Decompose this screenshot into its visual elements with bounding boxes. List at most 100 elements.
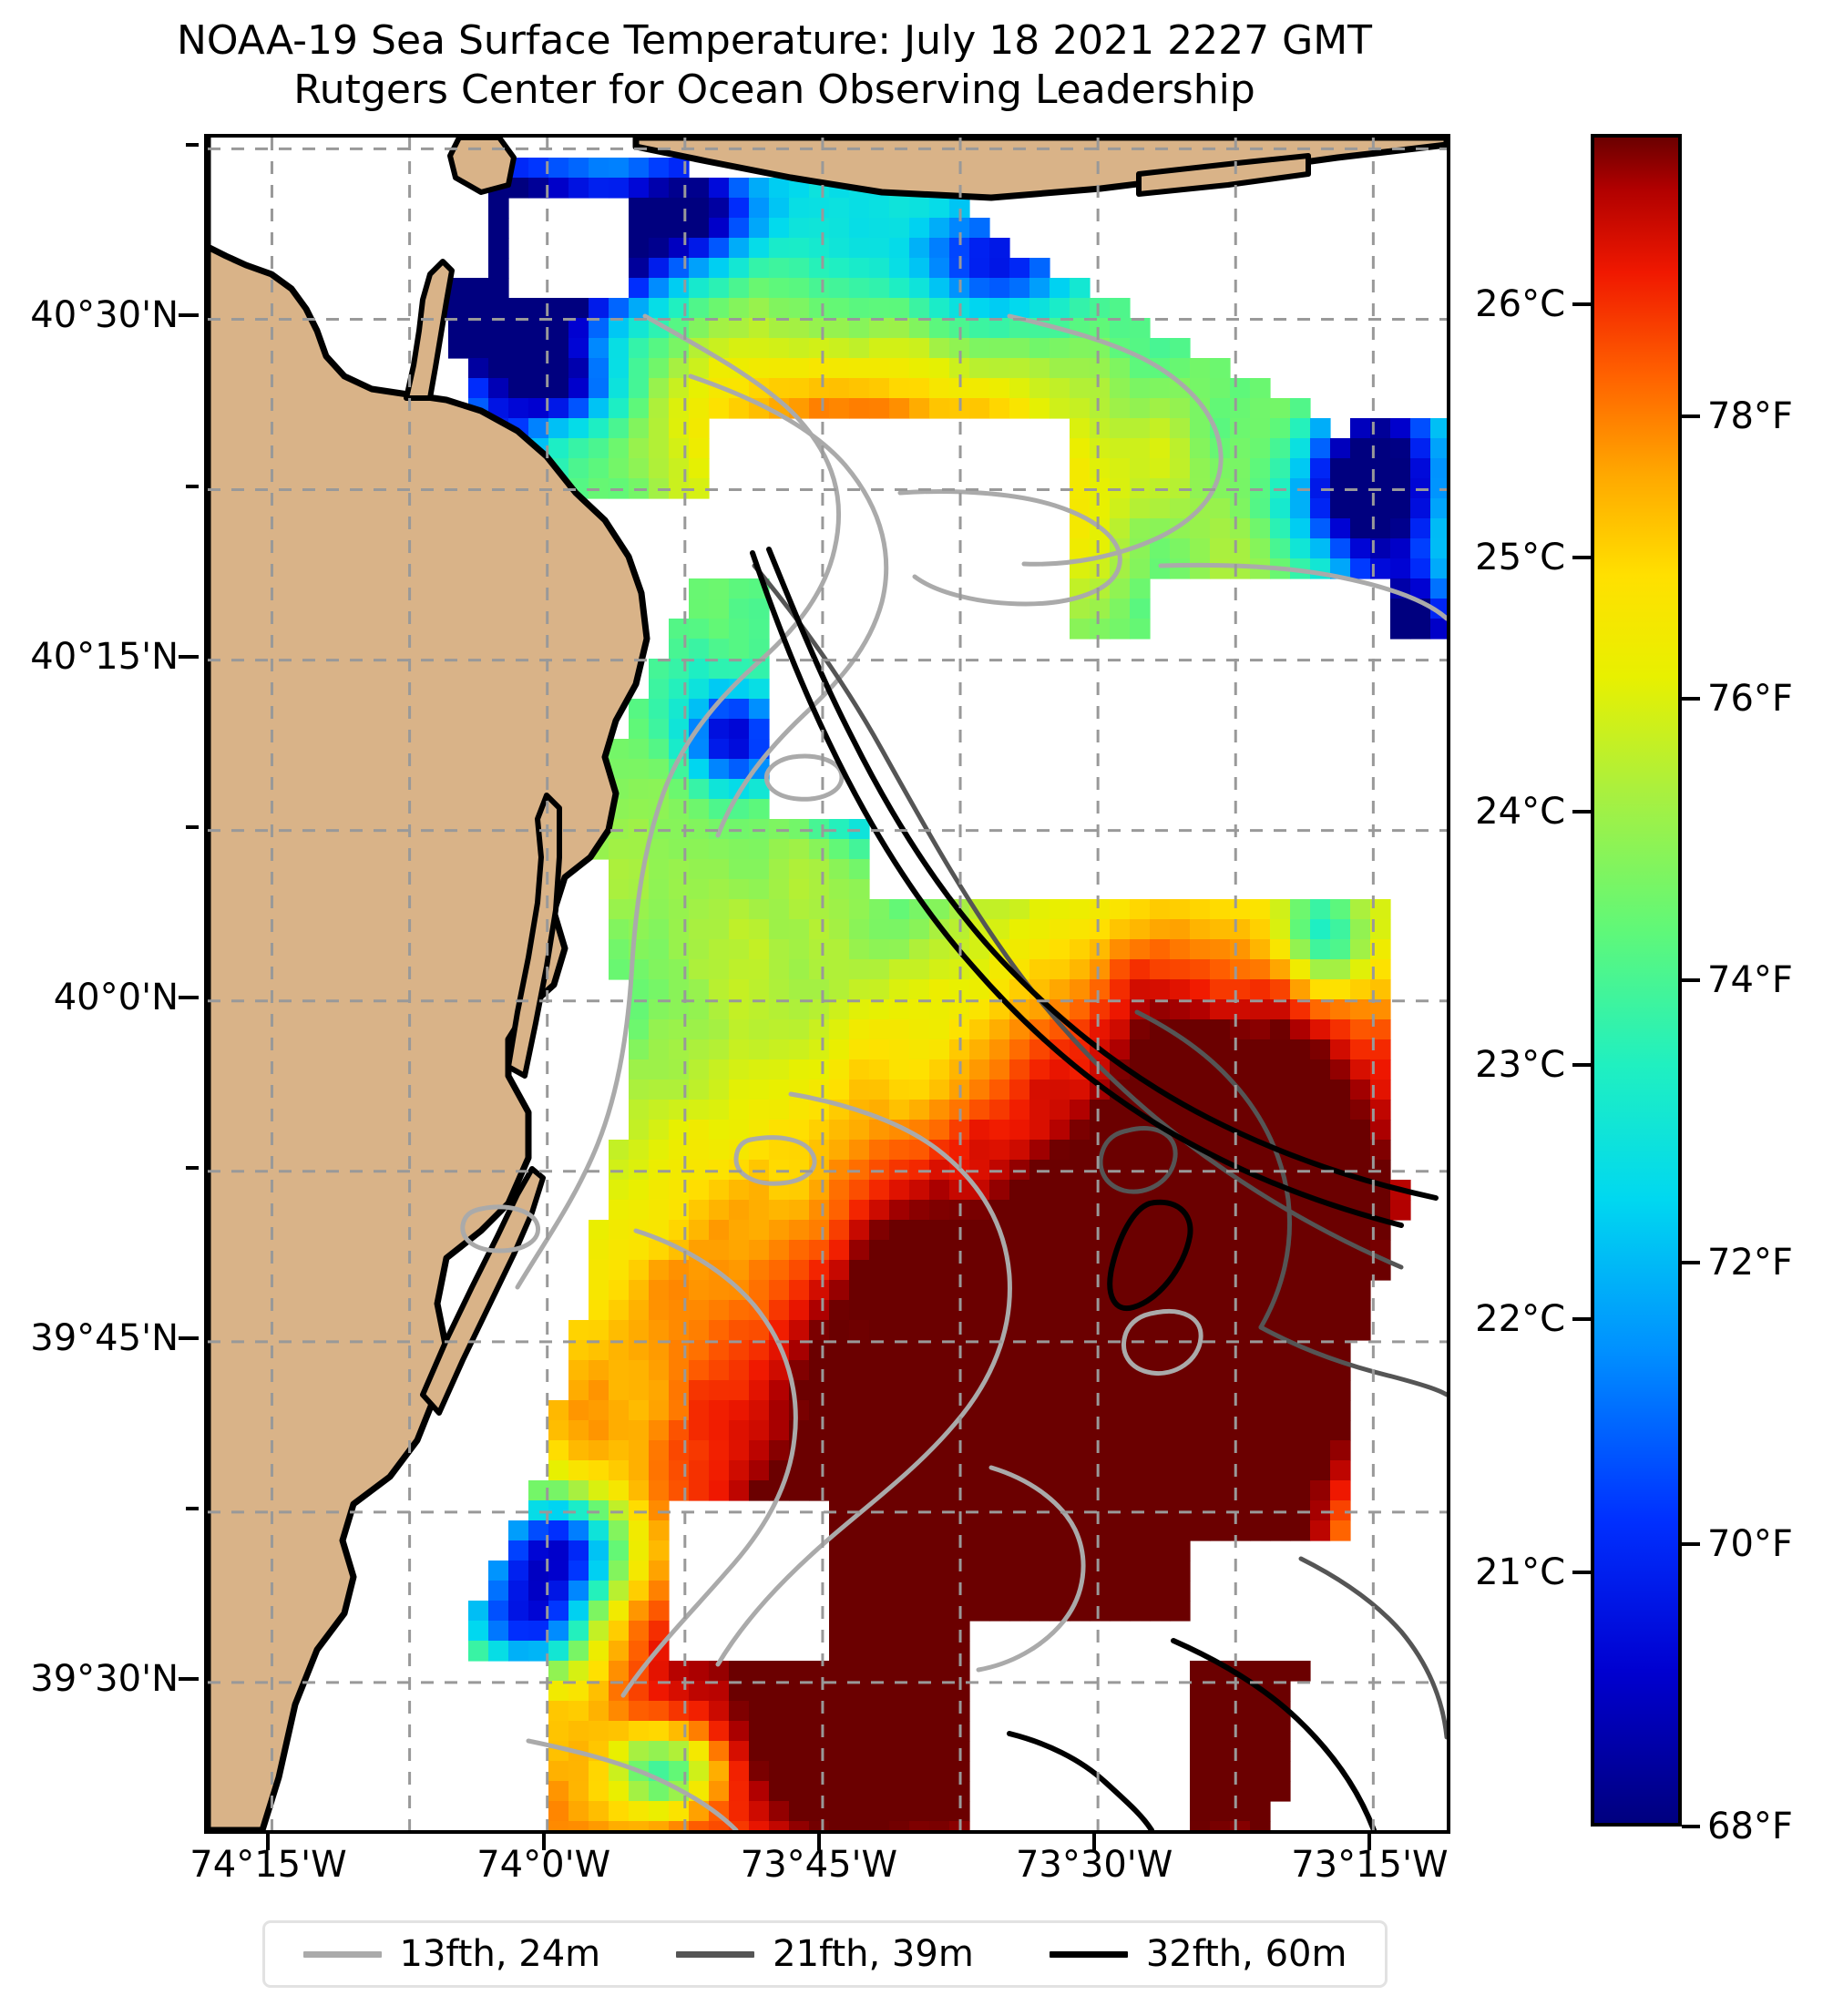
colorbar-tick-celsius (1572, 1063, 1591, 1068)
bathymetry-legend: 13fth, 24m 21fth, 39m 32fth, 60m (262, 1920, 1388, 1988)
latitude-minor-tick (186, 824, 199, 829)
legend-entry: 21fth, 39m (676, 1933, 974, 1975)
latitude-tick (179, 995, 199, 999)
contour-13fth-24m-island4 (763, 753, 845, 802)
colorbar-label-fahrenheit: 70°F (1707, 1523, 1793, 1566)
latitude-axis: 40°30'N 40°15'N 40°0'N 39°45'N 39°30'N (0, 0, 199, 2016)
colorbar-label-celsius: 23°C (1475, 1044, 1565, 1087)
colorbar-gradient (1594, 138, 1678, 1823)
land-barrier-island-south (420, 1166, 546, 1416)
contour-13fth-24m-g (620, 1228, 798, 1698)
colorbar-label-celsius: 25°C (1475, 537, 1565, 579)
latitude-tick (179, 1676, 199, 1681)
land-sandy-hook (404, 259, 455, 401)
legend-entry: 13fth, 24m (302, 1933, 601, 1975)
colorbar-tick-celsius (1572, 809, 1591, 814)
legend-label: 21fth, 39m (773, 1933, 974, 1975)
colorbar-celsius-axis: 21°C 22°C 23°C 24°C 25°C 26°C (1475, 134, 1682, 1827)
contour-13fth-24m-i (526, 1738, 739, 1830)
latitude-tick-label: 39°30'N (30, 1657, 179, 1700)
colorbar-fahrenheit-axis: 68°F 70°F 72°F 74°F 76°F 78°F (1591, 134, 1793, 1847)
contour-21fth-39m-c (1258, 1325, 1447, 1397)
colorbar-label-celsius: 26°C (1475, 282, 1565, 325)
legend-line-swatch (302, 1950, 382, 1958)
colorbar: 21°C 22°C 23°C 24°C 25°C 26°C 68°F 70°F 72°F 74°… (1475, 134, 1793, 1847)
longitude-tick-label: 74°15'W (189, 1844, 347, 1886)
contour-13fth-24m-e (897, 489, 1122, 607)
contour-32fth-60m-island (1107, 1199, 1193, 1312)
colorbar-tick-fahrenheit (1682, 696, 1700, 701)
contour-21fth-39m-island (1098, 1126, 1178, 1194)
contour-13fth-24m (515, 313, 842, 1290)
longitude-tick-label: 74°0'W (476, 1844, 611, 1886)
colorbar-label-fahrenheit: 72°F (1707, 1241, 1793, 1284)
legend-label: 32fth, 60m (1145, 1933, 1347, 1975)
latitude-tick (179, 1335, 199, 1340)
latitude-minor-tick (186, 143, 199, 148)
bathymetry-contour-layer (460, 313, 1447, 1830)
contour-21fth-39m-d (1298, 1556, 1447, 1740)
title-line-1: NOAA-19 Sea Surface Temperature: July 18… (176, 17, 1373, 64)
colorbar-tick-fahrenheit (1682, 978, 1700, 983)
longitude-tick (266, 1830, 271, 1850)
longitude-tick (1092, 1830, 1097, 1850)
graticule-layer (208, 138, 1447, 1830)
contour-13fth-24m-b (688, 374, 889, 838)
land-layer (208, 138, 1447, 1830)
latitude-minor-tick (186, 484, 199, 488)
contour-21fth-39m-b (1134, 1009, 1293, 1330)
latitude-tick-label: 39°45'N (30, 1316, 179, 1359)
colorbar-label-celsius: 21°C (1475, 1551, 1565, 1594)
latitude-tick (179, 654, 199, 659)
contour-13fth-24m-d (1158, 562, 1447, 621)
latitude-minor-tick (186, 1506, 199, 1510)
land-long-island-coast-detail (1136, 153, 1311, 197)
colorbar-tick-fahrenheit (1682, 414, 1700, 419)
colorbar-label-fahrenheit: 76°F (1707, 677, 1793, 720)
colorbar-label-fahrenheit: 78°F (1707, 395, 1793, 438)
colorbar-label-celsius: 22°C (1475, 1297, 1565, 1340)
colorbar-tick-celsius (1572, 1316, 1591, 1321)
colorbar-tick-fahrenheit (1682, 1825, 1700, 1828)
contour-13fth-24m-island3 (1121, 1309, 1203, 1376)
latitude-tick-label: 40°0'N (53, 976, 179, 1018)
contour-32fth-60m (750, 550, 1404, 1228)
title-line-2: Rutgers Center for Ocean Observing Leade… (293, 66, 1255, 113)
figure-title: NOAA-19 Sea Surface Temperature: July 18… (0, 16, 1549, 114)
legend-entry: 32fth, 60m (1049, 1933, 1347, 1975)
colorbar-label-fahrenheit: 74°F (1707, 959, 1793, 1002)
colorbar-label-celsius: 24°C (1475, 790, 1565, 833)
latitude-tick-label: 40°15'N (30, 635, 179, 678)
longitude-tick-label: 73°30'W (1015, 1844, 1173, 1886)
land-long-island (632, 138, 1447, 201)
latitude-minor-tick (186, 1165, 199, 1170)
colorbar-body (1591, 134, 1682, 1827)
colorbar-label-fahrenheit: 68°F (1707, 1806, 1793, 1847)
latitude-tick-label: 40°30'N (30, 294, 179, 337)
contour-32fth-60m-c (1171, 1638, 1377, 1830)
sst-map (204, 134, 1450, 1834)
land-staten-island (447, 138, 517, 195)
land-barrier-island-north (506, 793, 562, 1079)
contour-13fth-24m-island2 (460, 1204, 541, 1254)
colorbar-tick-fahrenheit (1682, 1542, 1700, 1547)
contour-13fth-24m-f (715, 1091, 1012, 1667)
colorbar-tick-celsius (1572, 1571, 1591, 1575)
contour-32fth-60m-d (1007, 1731, 1154, 1830)
contour-13fth-24m-h (976, 1465, 1086, 1673)
contour-13fth-24m-island1 (733, 1135, 817, 1186)
latitude-tick (179, 313, 199, 318)
longitude-tick-label: 73°15'W (1291, 1844, 1449, 1886)
contour-32fth-60m-b (766, 547, 1439, 1201)
longitude-tick-label: 73°45'W (740, 1844, 898, 1886)
sst-map-canvas (208, 138, 1447, 1830)
longitude-tick (541, 1830, 546, 1850)
land-new-jersey (208, 138, 650, 1830)
longitude-tick (1367, 1830, 1372, 1850)
colorbar-tick-fahrenheit (1682, 1260, 1700, 1264)
colorbar-tick-celsius (1572, 556, 1591, 560)
colorbar-tick-celsius (1572, 302, 1591, 306)
legend-label: 13fth, 24m (399, 1933, 601, 1975)
legend-line-swatch (1049, 1950, 1128, 1958)
legend-line-swatch (676, 1950, 755, 1958)
